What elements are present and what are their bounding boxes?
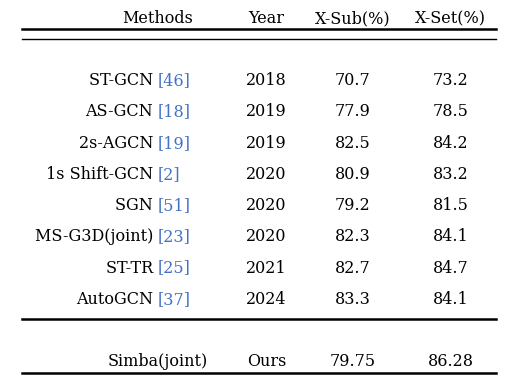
Text: 79.75: 79.75 — [329, 353, 375, 370]
Text: [18]: [18] — [158, 103, 191, 120]
Text: 2018: 2018 — [246, 72, 287, 89]
Text: 82.5: 82.5 — [335, 135, 370, 152]
Text: 77.9: 77.9 — [335, 103, 370, 120]
Text: 1s Shift-GCN: 1s Shift-GCN — [46, 166, 158, 183]
Text: 70.7: 70.7 — [335, 72, 370, 89]
Text: 81.5: 81.5 — [433, 197, 469, 214]
Text: 2021: 2021 — [246, 260, 287, 277]
Text: 79.2: 79.2 — [335, 197, 370, 214]
Text: Ours: Ours — [247, 353, 286, 370]
Text: [46]: [46] — [158, 72, 191, 89]
Text: 82.7: 82.7 — [335, 260, 370, 277]
Text: 84.1: 84.1 — [433, 291, 469, 308]
Text: 78.5: 78.5 — [433, 103, 469, 120]
Text: ST-TR: ST-TR — [106, 260, 158, 277]
Text: Methods: Methods — [123, 10, 194, 27]
Text: 2020: 2020 — [246, 166, 287, 183]
Text: 84.2: 84.2 — [433, 135, 468, 152]
Text: 2s-AGCN: 2s-AGCN — [79, 135, 158, 152]
Text: 2024: 2024 — [246, 291, 287, 308]
Text: AutoGCN: AutoGCN — [76, 291, 158, 308]
Text: 2019: 2019 — [246, 135, 287, 152]
Text: [51]: [51] — [158, 197, 191, 214]
Text: SGN: SGN — [115, 197, 158, 214]
Text: 82.3: 82.3 — [335, 228, 370, 245]
Text: 84.7: 84.7 — [433, 260, 469, 277]
Text: 83.3: 83.3 — [335, 291, 370, 308]
Text: 73.2: 73.2 — [433, 72, 469, 89]
Text: ST-GCN: ST-GCN — [89, 72, 158, 89]
Text: [23]: [23] — [158, 228, 191, 245]
Text: MS-G3D(joint): MS-G3D(joint) — [34, 228, 158, 245]
Text: 2019: 2019 — [246, 103, 287, 120]
Text: 83.2: 83.2 — [433, 166, 469, 183]
Text: 80.9: 80.9 — [335, 166, 370, 183]
Text: 84.1: 84.1 — [433, 228, 469, 245]
Text: AS-GCN: AS-GCN — [85, 103, 158, 120]
Text: [25]: [25] — [158, 260, 191, 277]
Text: X-Set(%): X-Set(%) — [415, 10, 486, 27]
Text: Year: Year — [249, 10, 285, 27]
Text: 2020: 2020 — [246, 228, 287, 245]
Text: X-Sub(%): X-Sub(%) — [315, 10, 390, 27]
Text: 2020: 2020 — [246, 197, 287, 214]
Text: Simba(joint): Simba(joint) — [108, 353, 208, 370]
Text: [37]: [37] — [158, 291, 191, 308]
Text: [19]: [19] — [158, 135, 191, 152]
Text: [2]: [2] — [158, 166, 181, 183]
Text: 86.28: 86.28 — [428, 353, 474, 370]
